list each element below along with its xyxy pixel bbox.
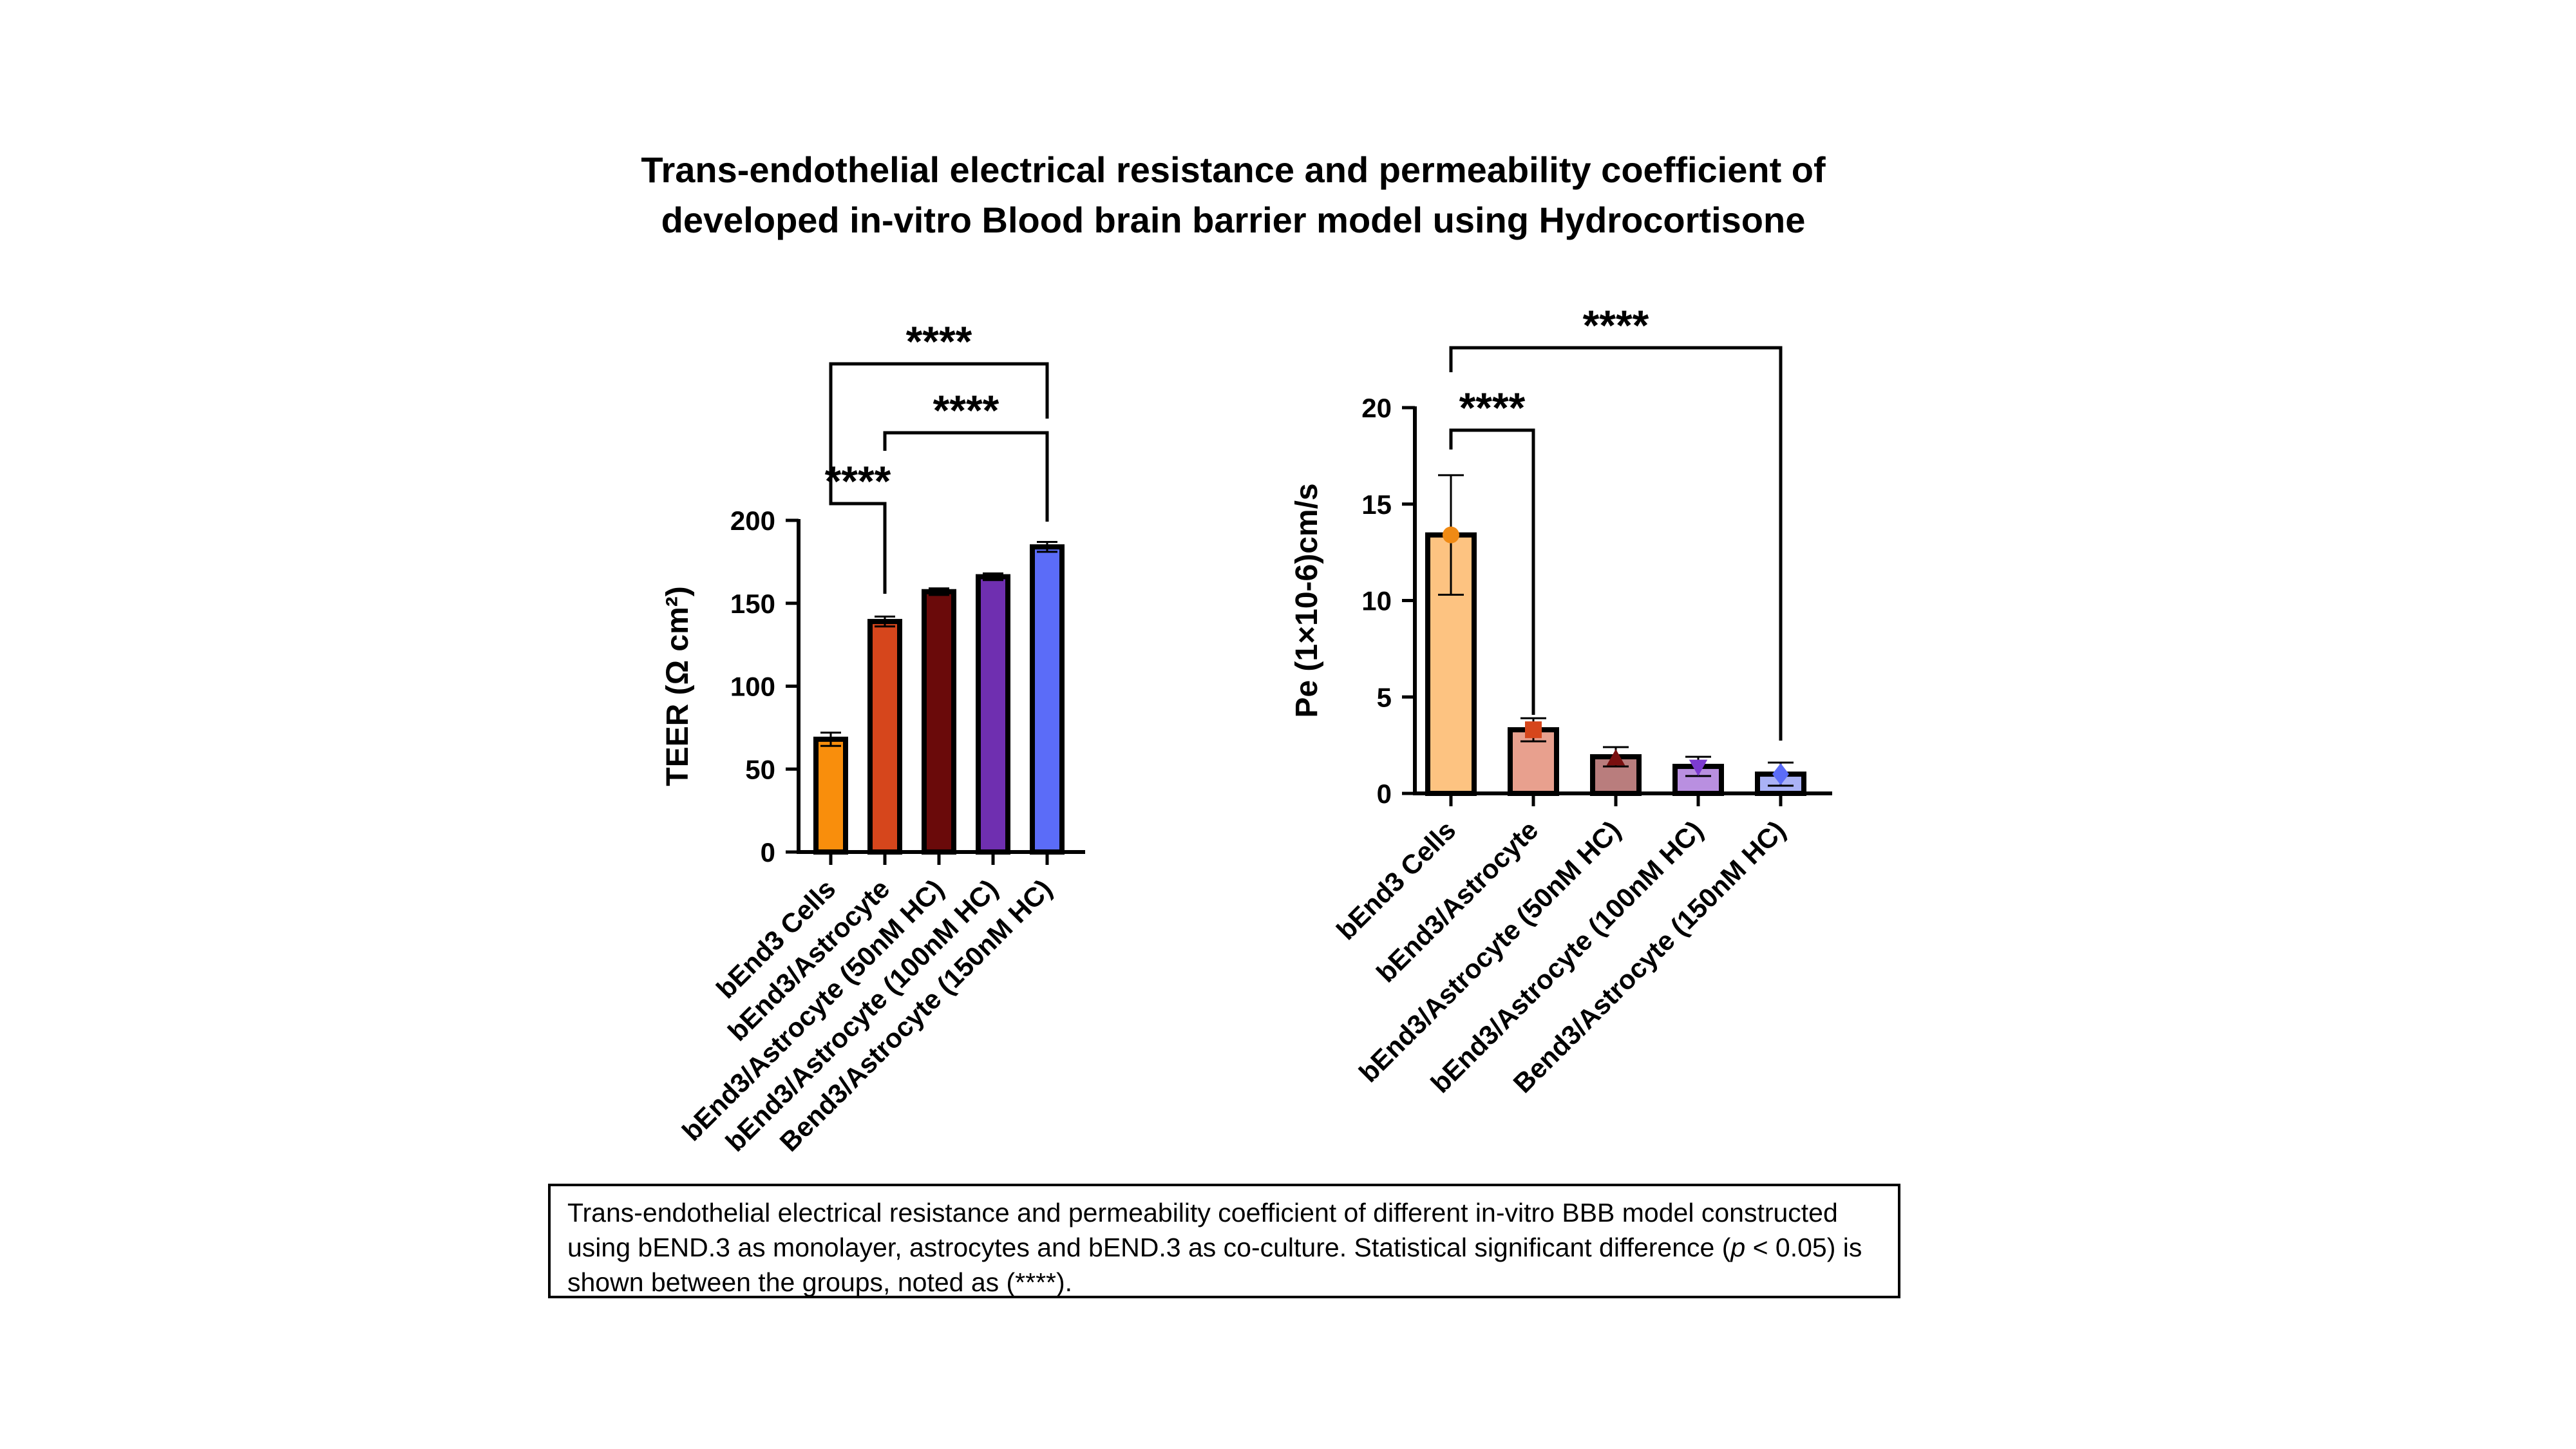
y-axis-label: TEER (Ω cm²) bbox=[661, 586, 695, 786]
data-point-square bbox=[1525, 721, 1542, 739]
y-tick-label: 15 bbox=[1361, 489, 1392, 520]
title-line-1: Trans-endothelial electrical resistance … bbox=[641, 149, 1826, 190]
significance-label: **** bbox=[933, 386, 999, 434]
y-tick-label: 150 bbox=[730, 589, 775, 619]
y-tick-label: 5 bbox=[1377, 682, 1392, 712]
significance-bracket bbox=[1449, 428, 1535, 715]
y-tick-label: 200 bbox=[730, 506, 775, 536]
data-point-triangle-up bbox=[1606, 749, 1625, 766]
y-axis-label: Pe (1×10-6)cm/s bbox=[1290, 483, 1324, 717]
caption-text-1: Trans-endothelial electrical resistance … bbox=[567, 1198, 1838, 1262]
significance-label: **** bbox=[1583, 301, 1649, 349]
y-tick-label: 10 bbox=[1361, 586, 1392, 616]
y-tick-label: 50 bbox=[745, 754, 775, 784]
bar bbox=[1590, 754, 1642, 796]
significance-label: **** bbox=[906, 317, 972, 365]
data-point-triangle-down bbox=[1689, 759, 1708, 777]
y-tick-label: 0 bbox=[761, 837, 775, 867]
y-tick-label: 100 bbox=[730, 672, 775, 702]
significance-label: **** bbox=[1459, 384, 1526, 431]
data-point-circle bbox=[1443, 526, 1459, 544]
bar bbox=[867, 619, 902, 855]
bar bbox=[976, 574, 1010, 855]
significance-label: **** bbox=[825, 457, 891, 505]
significance-bracket bbox=[1449, 346, 1783, 741]
significance-bracket bbox=[883, 431, 1049, 522]
page-title: Trans-endothelial electrical resistance … bbox=[0, 145, 2467, 245]
y-tick-label: 0 bbox=[1377, 779, 1392, 809]
significance-bracket bbox=[829, 451, 887, 594]
significance-bracket bbox=[829, 362, 1049, 451]
data-point-diamond bbox=[1772, 763, 1789, 785]
y-tick-label: 20 bbox=[1361, 393, 1392, 423]
bar bbox=[813, 736, 848, 855]
figure-caption: Trans-endothelial electrical resistance … bbox=[548, 1184, 1900, 1298]
caption-p-symbol: p bbox=[1730, 1233, 1746, 1262]
caption-text-2: < 0.05) is shown between the groups, not… bbox=[567, 1233, 1862, 1297]
bar bbox=[1030, 544, 1065, 855]
bar bbox=[922, 589, 956, 855]
title-line-2: developed in-vitro Blood brain barrier m… bbox=[661, 200, 1806, 240]
